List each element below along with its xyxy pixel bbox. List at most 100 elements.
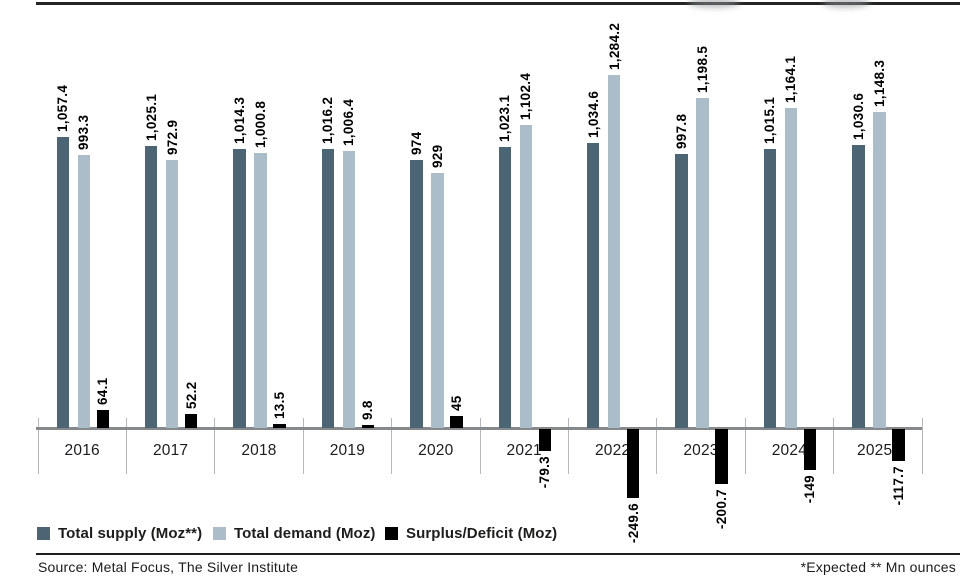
bar-total-demand-moz-2020 bbox=[431, 172, 444, 428]
category-separator bbox=[302, 418, 304, 474]
value-label-total-supply-moz-2019: 1,016.2 bbox=[320, 96, 336, 144]
value-label-total-supply-moz-2016: 1,057.4 bbox=[55, 85, 71, 133]
bar-chart-plot: 2016 1,057.4 993.3 64.1 2017 1,025.1 972.9 52.2… bbox=[36, 22, 923, 543]
source-text: Source: Metal Focus, The Silver Institut… bbox=[38, 559, 299, 575]
bar-total-supply-moz-2018 bbox=[233, 149, 246, 428]
bar-total-supply-moz-2017 bbox=[144, 146, 158, 428]
category-separator bbox=[567, 418, 569, 474]
bar-total-supply-moz-2023 bbox=[675, 153, 688, 428]
legend-label-total-supply: Total supply (Moz**) bbox=[58, 525, 203, 542]
value-label-total-supply-moz-2017: 1,025.1 bbox=[143, 93, 159, 142]
value-label-total-demand-moz-2023: 1,198.5 bbox=[695, 46, 711, 94]
bar-total-demand-moz-2017 bbox=[165, 160, 179, 428]
x-tick-2019: 2019 bbox=[329, 442, 366, 459]
bar-surplus-deficit-moz-2019 bbox=[361, 425, 375, 428]
bar-total-supply-moz-2019 bbox=[321, 148, 335, 428]
legend-item-total-demand: Total demand (Moz) bbox=[213, 525, 376, 542]
category-separator bbox=[744, 418, 746, 474]
x-tick-2021: 2021 bbox=[506, 442, 542, 459]
total-supply-swatch bbox=[37, 527, 50, 540]
bar-total-demand-moz-2022 bbox=[607, 74, 621, 428]
total-demand-swatch bbox=[213, 527, 226, 540]
x-tick-2025: 2025* bbox=[857, 442, 899, 459]
value-label-total-demand-moz-2020: 929 bbox=[429, 144, 445, 168]
value-label-total-supply-moz-2024: 1,015.1 bbox=[762, 96, 778, 144]
value-label-surplus-deficit-moz-2017: 52.2 bbox=[183, 381, 199, 409]
category-separator bbox=[479, 418, 481, 474]
bar-total-supply-moz-2022 bbox=[586, 143, 600, 428]
value-label-total-demand-moz-2021: 1,102.4 bbox=[518, 72, 534, 120]
category-separator bbox=[391, 418, 393, 474]
top-border-rule bbox=[36, 0, 960, 8]
bar-surplus-deficit-moz-2022 bbox=[626, 429, 640, 498]
x-tick-2016: 2016 bbox=[64, 442, 100, 459]
bar-surplus-deficit-moz-2020 bbox=[450, 415, 463, 428]
value-label-surplus-deficit-moz-2024: -149 bbox=[802, 474, 818, 504]
value-label-surplus-deficit-moz-2022: -249.6 bbox=[625, 502, 641, 543]
x-axis-baseline bbox=[36, 427, 922, 430]
bar-total-demand-moz-2024 bbox=[784, 107, 798, 428]
bar-total-demand-moz-2025 bbox=[873, 112, 886, 428]
category-separator bbox=[214, 418, 216, 474]
category-separator bbox=[37, 418, 39, 474]
bar-total-supply-moz-2024 bbox=[763, 148, 777, 428]
bar-total-supply-moz-2020 bbox=[410, 160, 423, 428]
cropped-graphic-remnant bbox=[688, 0, 740, 8]
value-label-total-demand-moz-2022: 1,284.2 bbox=[606, 22, 622, 70]
x-tick-2024: 2024 bbox=[771, 442, 808, 459]
category-separator bbox=[921, 418, 923, 474]
bar-total-demand-moz-2016 bbox=[77, 154, 90, 428]
footnote-text: *Expected ** Mn ounces bbox=[800, 559, 956, 575]
surplus-deficit-swatch bbox=[385, 527, 398, 540]
value-label-total-demand-moz-2018: 1,000.8 bbox=[253, 100, 269, 148]
value-label-total-demand-moz-2016: 993.3 bbox=[76, 114, 92, 150]
value-label-total-demand-moz-2025: 1,148.3 bbox=[871, 60, 887, 108]
category-separator bbox=[833, 418, 835, 474]
legend-label-surplus-deficit: Surplus/Deficit (Moz) bbox=[406, 525, 558, 542]
value-label-total-supply-moz-2020: 974 bbox=[408, 131, 424, 156]
value-label-total-supply-moz-2018: 1,014.3 bbox=[232, 96, 248, 145]
cropped-graphic-remnant bbox=[822, 0, 870, 8]
bar-total-demand-moz-2018 bbox=[254, 152, 267, 428]
bar-total-demand-moz-2023 bbox=[696, 98, 709, 428]
value-label-surplus-deficit-moz-2016: 64.1 bbox=[95, 377, 111, 406]
bar-total-demand-moz-2019 bbox=[342, 151, 356, 428]
bar-total-supply-moz-2016 bbox=[56, 137, 69, 428]
value-label-surplus-deficit-moz-2021: -79.3 bbox=[537, 455, 553, 489]
bar-total-supply-moz-2021 bbox=[498, 146, 511, 428]
value-label-surplus-deficit-moz-2020: 45 bbox=[448, 395, 464, 411]
bar-surplus-deficit-moz-2025 bbox=[892, 429, 905, 462]
value-label-surplus-deficit-moz-2023: -200.7 bbox=[714, 489, 730, 530]
x-tick-2018: 2018 bbox=[241, 442, 277, 459]
category-separator bbox=[656, 418, 658, 474]
legend-item-total-supply: Total supply (Moz**) bbox=[37, 525, 202, 542]
value-label-total-supply-moz-2023: 997.8 bbox=[674, 113, 690, 149]
footer-divider-rule bbox=[36, 553, 960, 555]
value-label-surplus-deficit-moz-2025: -117.7 bbox=[890, 466, 906, 506]
value-label-total-demand-moz-2019: 1,006.4 bbox=[341, 99, 357, 147]
bar-surplus-deficit-moz-2018 bbox=[273, 424, 286, 428]
bar-surplus-deficit-moz-2021 bbox=[538, 429, 551, 451]
x-tick-2022: 2022 bbox=[594, 442, 631, 459]
x-tick-2020: 2020 bbox=[418, 442, 454, 459]
value-label-surplus-deficit-moz-2018: 13.5 bbox=[272, 391, 288, 420]
value-label-total-demand-moz-2017: 972.9 bbox=[164, 120, 180, 156]
value-label-total-supply-moz-2021: 1,023.1 bbox=[497, 94, 513, 142]
value-label-total-demand-moz-2024: 1,164.1 bbox=[783, 55, 799, 103]
x-tick-2023: 2023 bbox=[683, 442, 719, 459]
x-tick-2017: 2017 bbox=[152, 442, 189, 459]
bar-surplus-deficit-moz-2017 bbox=[184, 413, 198, 428]
bar-total-supply-moz-2025 bbox=[852, 144, 865, 428]
footer: Source: Metal Focus, The Silver Institut… bbox=[38, 559, 956, 575]
bar-total-demand-moz-2021 bbox=[519, 124, 532, 428]
value-label-total-supply-moz-2025: 1,030.6 bbox=[850, 92, 866, 140]
category-separator bbox=[125, 418, 127, 474]
legend-item-surplus-deficit: Surplus/Deficit (Moz) bbox=[385, 525, 557, 542]
bar-surplus-deficit-moz-2023 bbox=[715, 429, 728, 485]
value-label-total-supply-moz-2022: 1,034.6 bbox=[585, 91, 601, 139]
legend-label-total-demand: Total demand (Moz) bbox=[234, 525, 376, 542]
bar-surplus-deficit-moz-2016 bbox=[96, 410, 109, 428]
bar-surplus-deficit-moz-2024 bbox=[803, 429, 817, 470]
value-label-surplus-deficit-moz-2019: 9.8 bbox=[360, 400, 376, 421]
